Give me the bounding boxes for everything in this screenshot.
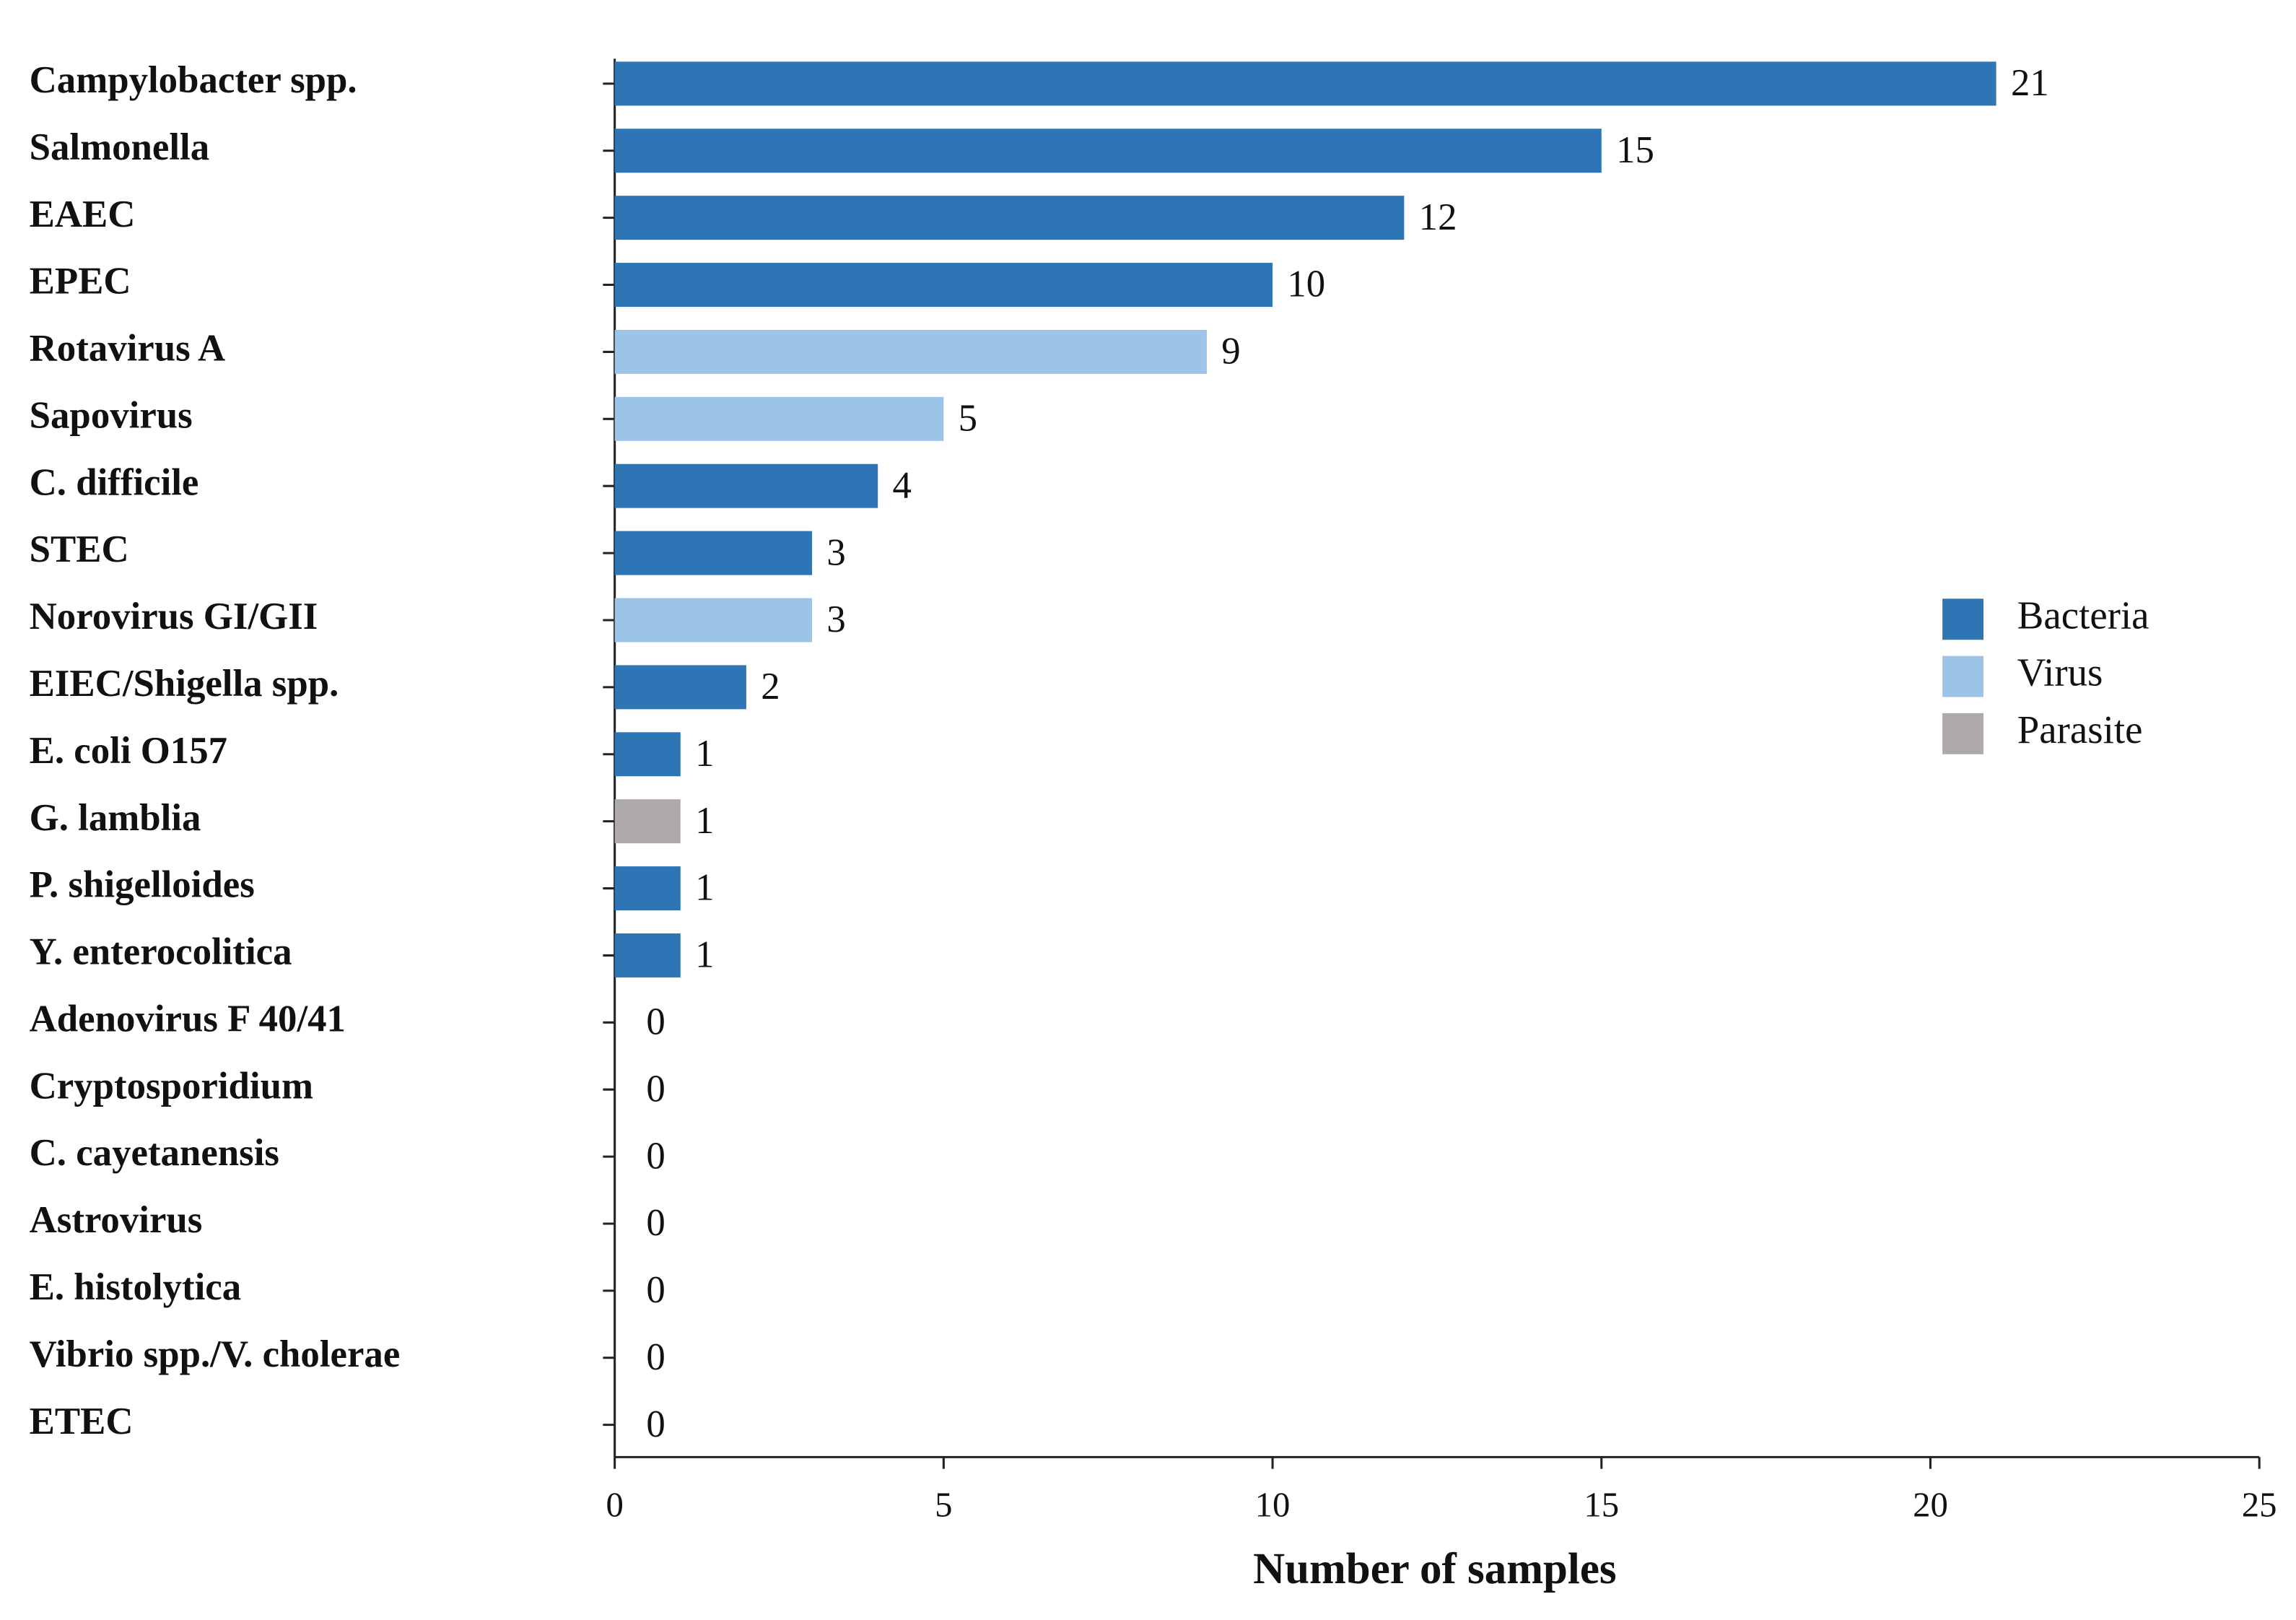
x-tick-label: 25: [2242, 1486, 2277, 1525]
category-label: E. coli O157: [30, 730, 227, 772]
bar: [614, 665, 746, 710]
x-tick-label: 15: [1584, 1486, 1619, 1525]
bar: [614, 531, 813, 575]
value-label: 2: [761, 666, 780, 707]
value-label: 21: [2011, 62, 2049, 104]
category-label: Salmonella: [30, 126, 210, 168]
category-label: Sapovirus: [30, 394, 193, 436]
category-label: Campylobacter spp.: [30, 59, 357, 101]
value-label: 3: [826, 531, 845, 573]
value-label: 15: [1616, 129, 1654, 171]
category-label: Norovirus GI/GII: [30, 596, 318, 637]
value-label: 10: [1287, 264, 1325, 305]
bar: [614, 129, 1602, 173]
bar: [614, 799, 681, 844]
category-label: Cryptosporidium: [30, 1065, 313, 1107]
category-label: G. lamblia: [30, 797, 201, 839]
value-label: 0: [646, 1336, 665, 1378]
bar: [614, 732, 681, 777]
category-label: EAEC: [30, 193, 136, 235]
bar: [614, 598, 813, 643]
legend-swatch: [1942, 713, 1984, 754]
legend-swatch: [1942, 656, 1984, 697]
bar: [614, 329, 1207, 374]
bar: [614, 263, 1273, 308]
value-label: 1: [695, 934, 714, 976]
bar: [614, 933, 681, 977]
value-label: 5: [959, 398, 977, 440]
legend-label: Virus: [2017, 650, 2103, 694]
value-label: 0: [646, 1269, 665, 1311]
category-label: Rotavirus A: [30, 328, 226, 370]
value-label: 1: [695, 867, 714, 909]
category-label: C. difficile: [30, 461, 199, 503]
x-tick-label: 5: [935, 1486, 952, 1525]
value-label: 12: [1419, 196, 1457, 238]
value-label: 0: [646, 1403, 665, 1445]
bar: [614, 196, 1405, 240]
category-label: ETEC: [30, 1401, 134, 1442]
bar: [614, 463, 878, 508]
x-tick-label: 0: [606, 1486, 623, 1525]
value-label: 0: [646, 1135, 665, 1177]
category-label: Vibrio spp./V. cholerae: [30, 1333, 401, 1375]
x-tick-label: 20: [1913, 1486, 1948, 1525]
category-label: STEC: [30, 528, 129, 570]
value-label: 0: [646, 1068, 665, 1110]
category-label: C. cayetanensis: [30, 1132, 279, 1174]
value-label: 1: [695, 733, 714, 775]
legend-label: Parasite: [2017, 707, 2143, 752]
value-label: 4: [893, 464, 912, 506]
category-label: E. histolytica: [30, 1266, 242, 1308]
legend-label: Bacteria: [2017, 593, 2149, 637]
value-label: 1: [695, 800, 714, 842]
x-axis-label: Number of samples: [1253, 1545, 1617, 1593]
x-tick-label: 10: [1255, 1486, 1291, 1525]
legend-swatch: [1942, 598, 1984, 640]
category-label: EIEC/Shigella spp.: [30, 663, 339, 705]
category-label: Adenovirus F 40/41: [30, 998, 346, 1040]
bar: [614, 866, 681, 911]
bar: [614, 396, 944, 441]
value-label: 9: [1221, 331, 1240, 373]
bar: [614, 61, 1996, 106]
value-label: 3: [826, 598, 845, 640]
category-label: P. shigelloides: [30, 864, 255, 906]
category-label: Y. enterocolitica: [30, 931, 292, 973]
value-label: 0: [646, 1202, 665, 1244]
category-label: Astrovirus: [30, 1199, 203, 1241]
category-label: EPEC: [30, 261, 131, 302]
value-label: 0: [646, 1001, 665, 1043]
